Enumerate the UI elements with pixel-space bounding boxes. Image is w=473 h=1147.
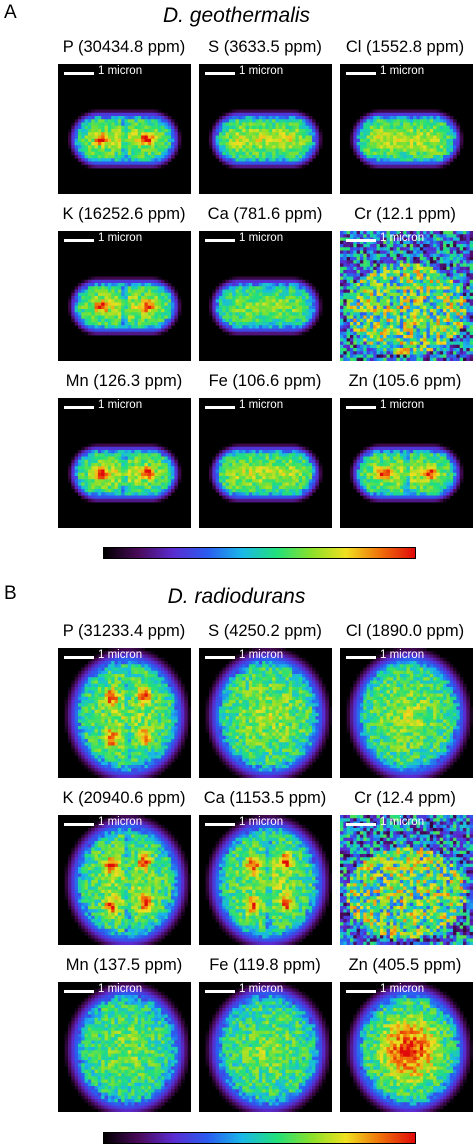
map-label-fe-a: Fe (106.6 ppm) xyxy=(208,372,322,390)
heatmap-image-s-b xyxy=(205,648,332,778)
scale-bar xyxy=(64,990,94,993)
map-label-cl-a: Cl (1552.8 ppm) xyxy=(345,38,465,56)
element-map-cl-b: 1 micron xyxy=(340,648,473,778)
scale-bar-label: 1 micron xyxy=(239,816,284,828)
map-label-mn-b: Mn (137.5 ppm) xyxy=(65,956,183,974)
scale-bar-label: 1 micron xyxy=(380,983,425,995)
heatmap-image-p-b xyxy=(64,648,191,778)
scale-bar-label: 1 micron xyxy=(98,816,143,828)
scale-bar xyxy=(205,656,235,659)
element-map-s-b: 1 micron xyxy=(199,648,332,778)
scale-bar-label: 1 micron xyxy=(380,65,425,77)
scale-bar xyxy=(64,239,94,242)
colorbar-b xyxy=(103,1132,416,1144)
heatmap-image-k-a xyxy=(67,276,182,336)
element-map-cr-a: 1 micron xyxy=(340,231,473,361)
scale-bar xyxy=(346,406,376,409)
heatmap-image-fe-a xyxy=(208,443,323,503)
scale-bar xyxy=(346,239,376,242)
scale-bar xyxy=(205,72,235,75)
heatmap-image-s-a xyxy=(208,109,323,169)
scale-bar xyxy=(346,823,376,826)
element-map-s-a: 1 micron xyxy=(199,64,332,194)
element-map-p-b: 1 micron xyxy=(58,648,191,778)
heatmap-image-cl-a xyxy=(349,109,464,169)
element-map-k-a: 1 micron xyxy=(58,231,191,361)
scale-bar-label: 1 micron xyxy=(239,649,284,661)
scale-bar-label: 1 micron xyxy=(380,649,425,661)
map-label-cl-b: Cl (1890.0 ppm) xyxy=(345,622,465,640)
element-map-k-b: 1 micron xyxy=(58,815,191,945)
heatmap-image-zn-b xyxy=(346,982,473,1112)
scale-bar-label: 1 micron xyxy=(239,983,284,995)
scale-bar-label: 1 micron xyxy=(239,65,284,77)
element-map-cr-b: 1 micron xyxy=(340,815,473,945)
scale-bar xyxy=(346,72,376,75)
map-label-ca-b: Ca (1153.5 ppm) xyxy=(203,789,327,807)
map-label-k-b: K (20940.6 ppm) xyxy=(62,789,186,807)
scale-bar xyxy=(205,239,235,242)
heatmap-image-k-b xyxy=(64,815,191,945)
scale-bar xyxy=(205,823,235,826)
element-map-zn-b: 1 micron xyxy=(340,982,473,1112)
scale-bar xyxy=(64,823,94,826)
heatmap-image-ca-a xyxy=(208,276,323,336)
scale-bar xyxy=(64,656,94,659)
element-map-mn-b: 1 micron xyxy=(58,982,191,1112)
colorbar-a xyxy=(103,547,416,559)
scale-bar xyxy=(346,990,376,993)
element-map-zn-a: 1 micron xyxy=(340,398,473,528)
map-label-p-b: P (31233.4 ppm) xyxy=(62,622,186,640)
element-map-fe-a: 1 micron xyxy=(199,398,332,528)
scale-bar-label: 1 micron xyxy=(380,232,425,244)
scale-bar-label: 1 micron xyxy=(239,232,284,244)
map-label-cr-b: Cr (12.4 ppm) xyxy=(354,789,456,807)
scale-bar-label: 1 micron xyxy=(98,232,143,244)
scale-bar-label: 1 micron xyxy=(380,399,425,411)
scale-bar xyxy=(64,406,94,409)
scale-bar-label: 1 micron xyxy=(380,816,425,828)
heatmap-image-cl-b xyxy=(346,648,473,778)
scale-bar-label: 1 micron xyxy=(98,399,143,411)
scale-bar xyxy=(346,656,376,659)
species-title-a: D. geothermalis xyxy=(162,4,311,27)
map-label-s-a: S (3633.5 ppm) xyxy=(208,38,322,56)
element-map-cl-a: 1 micron xyxy=(340,64,473,194)
scale-bar xyxy=(205,990,235,993)
map-label-cr-a: Cr (12.1 ppm) xyxy=(354,205,456,223)
heatmap-image-ca-b xyxy=(205,815,332,945)
element-map-p-a: 1 micron xyxy=(58,64,191,194)
element-map-ca-b: 1 micron xyxy=(199,815,332,945)
panel-letter-a: A xyxy=(4,2,17,23)
heatmap-image-p-a xyxy=(67,109,182,169)
map-label-zn-b: Zn (405.5 ppm) xyxy=(348,956,462,974)
map-label-p-a: P (30434.8 ppm) xyxy=(62,38,186,56)
scale-bar-label: 1 micron xyxy=(98,983,143,995)
map-label-ca-a: Ca (781.6 ppm) xyxy=(207,205,323,223)
map-label-k-a: K (16252.6 ppm) xyxy=(62,205,186,223)
heatmap-image-cr-b xyxy=(340,815,473,945)
element-map-mn-a: 1 micron xyxy=(58,398,191,528)
element-map-fe-b: 1 micron xyxy=(199,982,332,1112)
heatmap-image-mn-a xyxy=(67,443,182,503)
scale-bar xyxy=(205,406,235,409)
heatmap-image-zn-a xyxy=(349,443,464,503)
scale-bar-label: 1 micron xyxy=(239,399,284,411)
heatmap-image-fe-b xyxy=(205,982,332,1112)
element-map-ca-a: 1 micron xyxy=(199,231,332,361)
map-label-fe-b: Fe (119.8 ppm) xyxy=(209,956,321,974)
scale-bar-label: 1 micron xyxy=(98,65,143,77)
map-label-zn-a: Zn (105.6 ppm) xyxy=(348,372,462,390)
panel-letter-b: B xyxy=(4,583,17,604)
map-label-mn-a: Mn (126.3 ppm) xyxy=(65,372,183,390)
scale-bar xyxy=(64,72,94,75)
map-label-s-b: S (4250.2 ppm) xyxy=(208,622,322,640)
heatmap-image-cr-a xyxy=(340,231,473,361)
heatmap-image-mn-b xyxy=(64,982,191,1112)
species-title-b: D. radiodurans xyxy=(167,585,306,608)
scale-bar-label: 1 micron xyxy=(98,649,143,661)
